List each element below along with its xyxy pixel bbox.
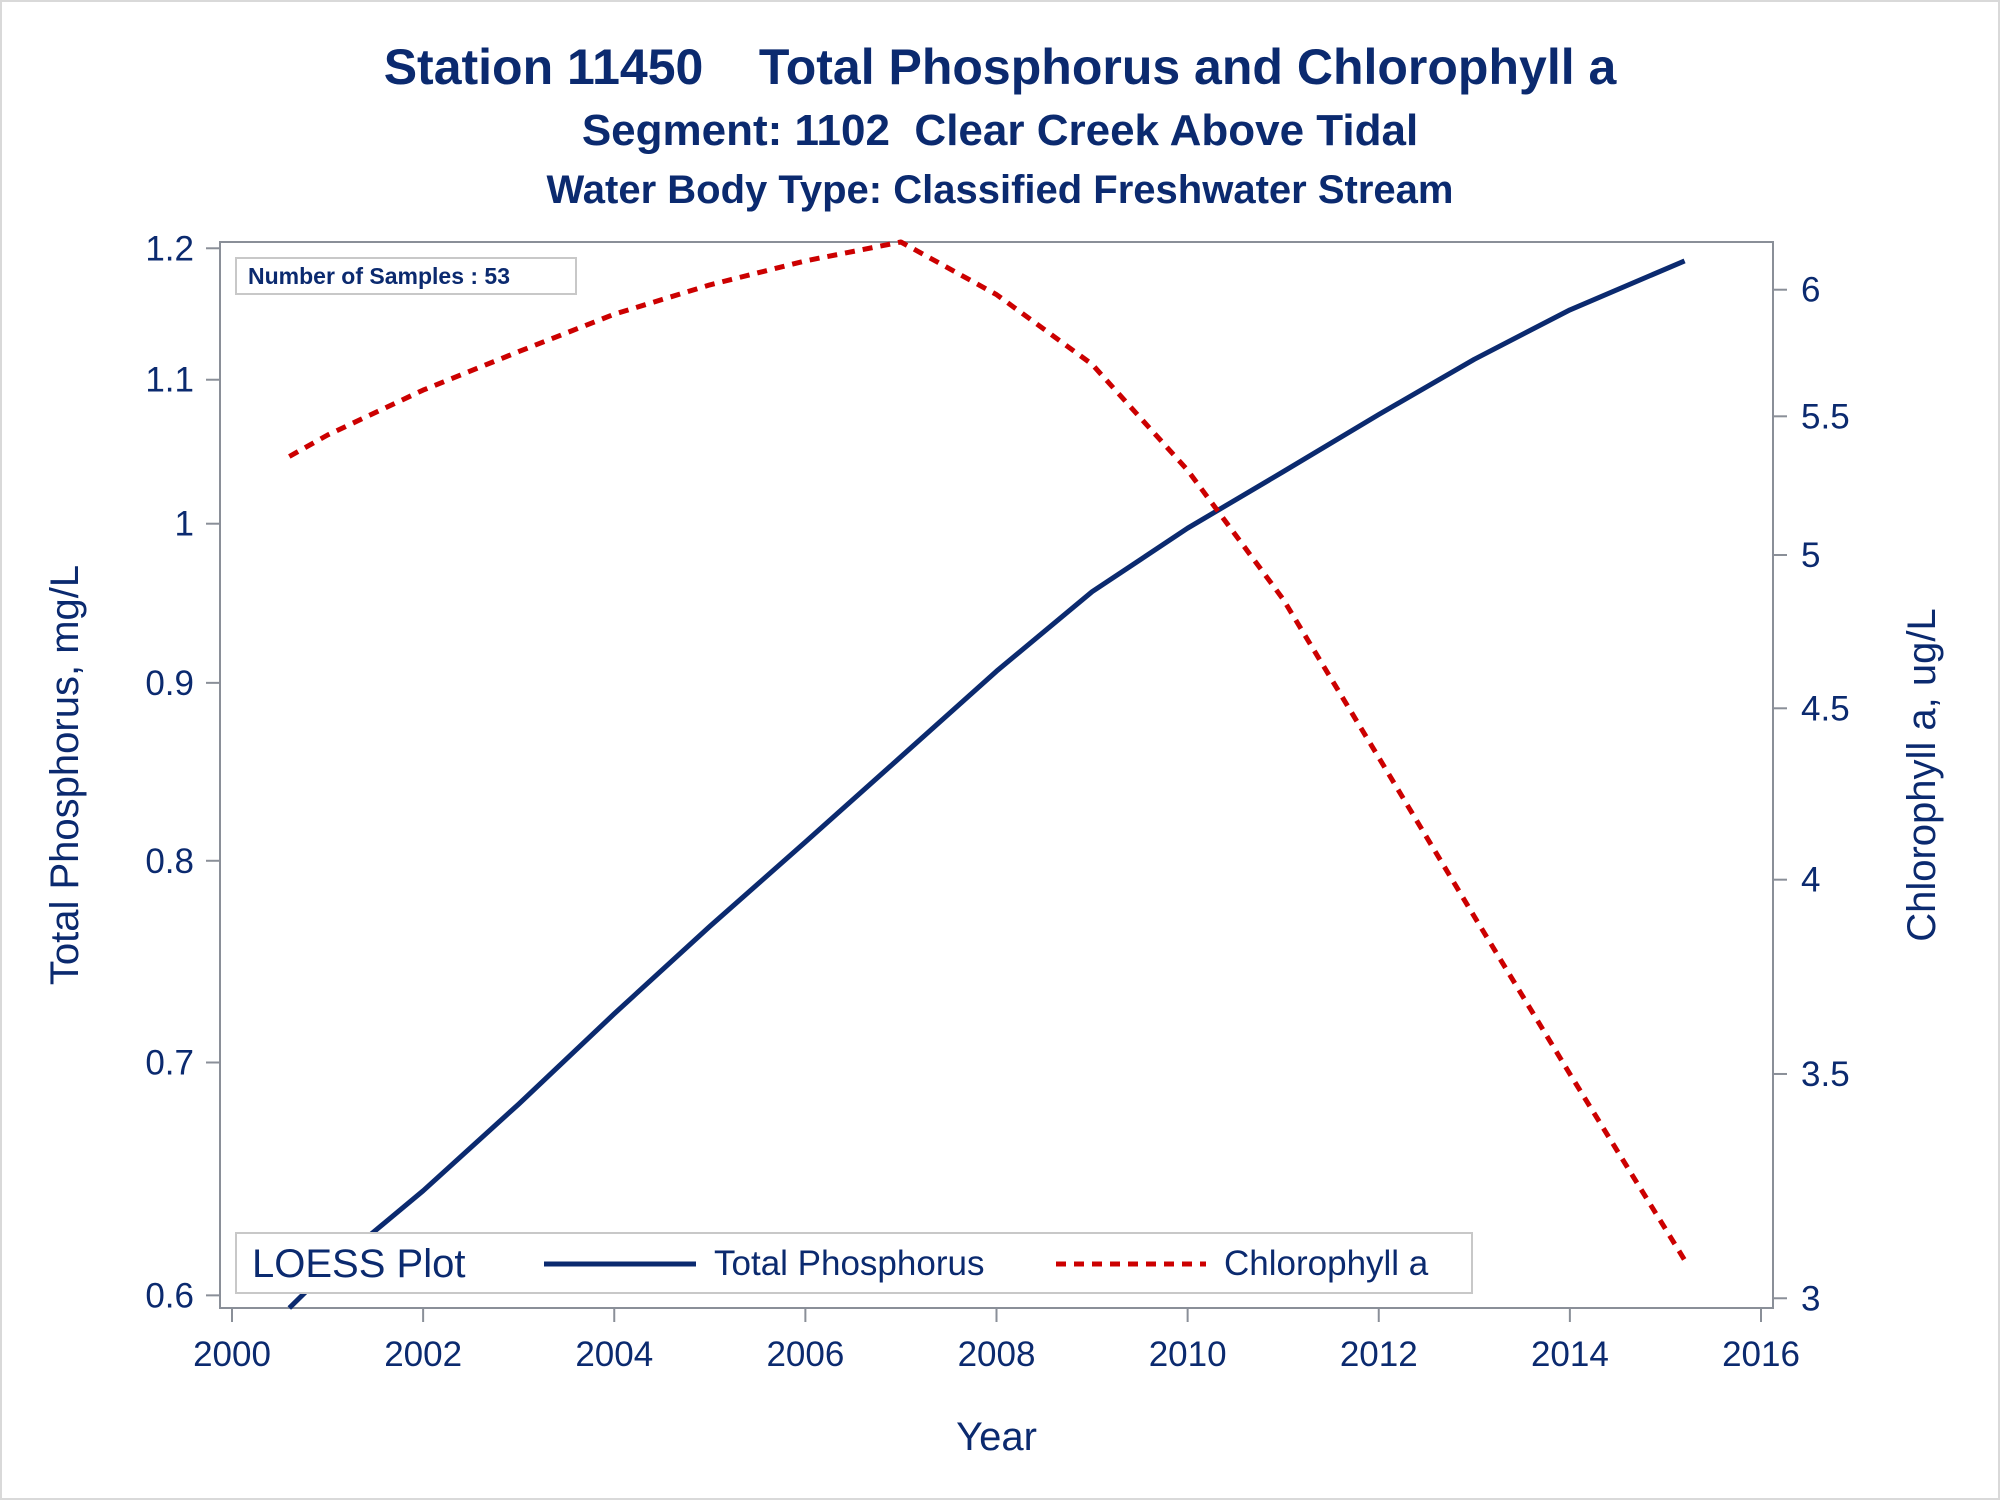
sample-count-box <box>235 257 577 295</box>
sample-count-label: Number of Samples : 53 <box>248 263 510 289</box>
y-axis-label: Total Phosphorus, mg/L <box>43 565 87 985</box>
total-phosphorus-line <box>287 258 1686 1310</box>
x-axis-label: Year <box>956 1415 1037 1459</box>
y2-tick-label: 5 <box>1801 536 1820 575</box>
chart-subtitle-segment: Segment: 1102 Clear Creek Above Tidal <box>581 106 1419 155</box>
y2-tick-label: 4 <box>1801 861 1820 900</box>
plot-area-frame <box>219 241 1774 1309</box>
y-tick-label: 1 <box>175 505 194 544</box>
x-tick-label: 2002 <box>384 1335 462 1374</box>
x-tick-label: 2004 <box>575 1335 653 1374</box>
y-tick-label: 1.2 <box>145 229 194 268</box>
y-tick-label: 0.7 <box>145 1043 194 1082</box>
x-tick-label: 2006 <box>766 1335 844 1374</box>
y2-tick-label: 6 <box>1801 271 1820 310</box>
y2-tick-label: 5.5 <box>1801 397 1850 436</box>
x-tick-label: 2010 <box>1149 1335 1227 1374</box>
x-tick-label: 2008 <box>958 1335 1036 1374</box>
x-tick-label: 2014 <box>1531 1335 1609 1374</box>
y2-tick-label: 4.5 <box>1801 689 1850 728</box>
y2-axis-label: Chlorophyll a, ug/L <box>1900 608 1944 942</box>
legend-box <box>235 1232 1473 1294</box>
y2-tick-label: 3 <box>1801 1279 1820 1318</box>
x-tick-label: 2016 <box>1722 1335 1800 1374</box>
y-tick-label: 0.8 <box>145 842 194 881</box>
x-tick-label: 2012 <box>1340 1335 1418 1374</box>
x-tick-label: 2000 <box>193 1335 271 1374</box>
chart-subtitle-water-body: Water Body Type: Classified Freshwater S… <box>546 168 1454 212</box>
y-tick-label: 1.1 <box>145 361 194 400</box>
y-tick-label: 0.6 <box>145 1276 194 1315</box>
chlorophyll-a-line <box>288 239 1687 1262</box>
legend-chlorophyll-label: Chlorophyll a <box>1224 1244 1429 1283</box>
legend-title: LOESS Plot <box>252 1242 465 1286</box>
chart-title: Station 11450 Total Phosphorus and Chlor… <box>383 39 1617 95</box>
legend-phosphorus-label: Total Phosphorus <box>714 1244 984 1283</box>
y-tick-label: 0.9 <box>145 664 194 703</box>
y2-tick-label: 3.5 <box>1801 1055 1850 1094</box>
